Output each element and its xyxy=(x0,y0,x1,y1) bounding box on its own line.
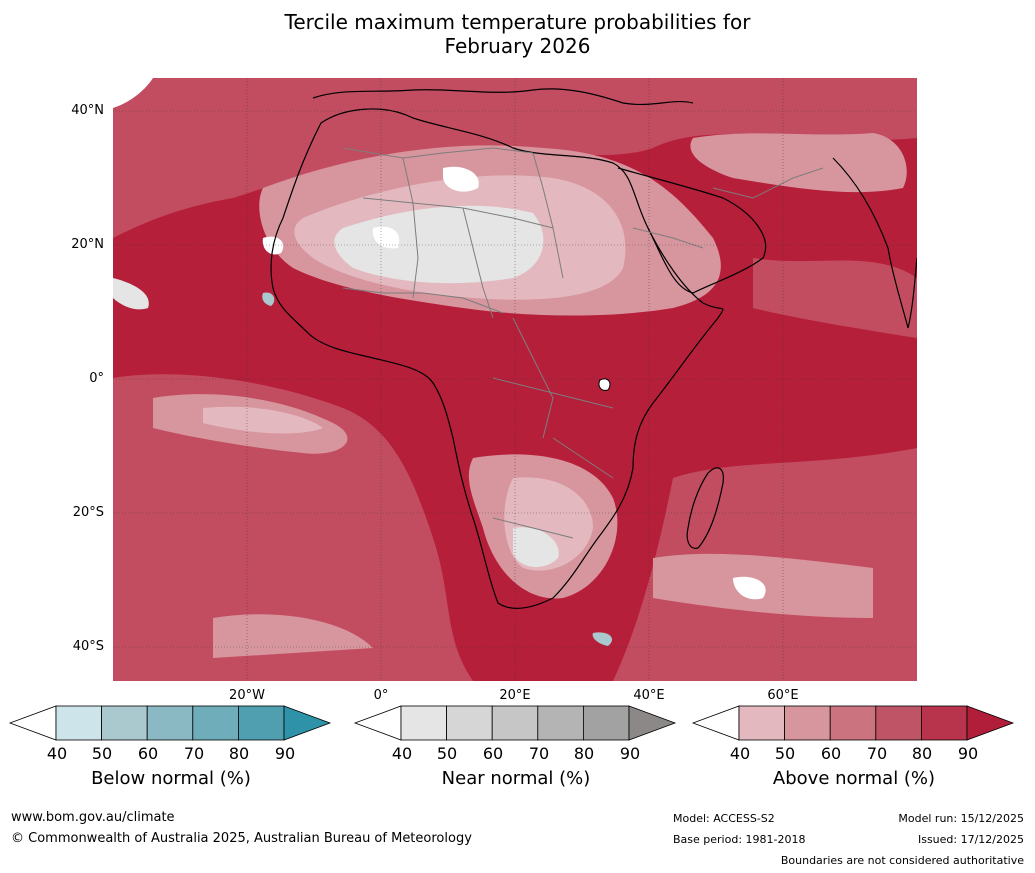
near-tick: 60 xyxy=(482,744,504,763)
colorbar-near-normal-graphic xyxy=(353,705,677,741)
colorbar-segment xyxy=(829,705,877,741)
above-tick: 50 xyxy=(774,744,796,763)
above-tick: 90 xyxy=(957,744,979,763)
issued-info: Issued: 17/12/2025 xyxy=(917,833,1024,846)
colorbar-min-extension xyxy=(353,705,402,741)
near-tick: 90 xyxy=(619,744,641,763)
model-info: Model: ACCESS-S2 xyxy=(673,812,775,825)
europe-coastline xyxy=(312,88,694,106)
lat-label-20s: 20°S xyxy=(72,505,104,520)
base-period-info: Base period: 1981-2018 xyxy=(673,833,806,846)
colorbar-max-extension xyxy=(628,705,677,741)
map-title-line1: Tercile maximum temperature probabilitie… xyxy=(284,10,751,34)
colorbar-segment xyxy=(738,705,785,741)
colorbar-min-extension xyxy=(691,705,740,741)
colorbar-segment xyxy=(537,705,584,741)
colorbar-segment xyxy=(101,705,148,741)
colorbar-above-normal-graphic xyxy=(691,705,1015,741)
country-borders xyxy=(342,147,824,539)
colorbar-segment xyxy=(55,705,102,741)
madagascar-coastline xyxy=(686,467,724,549)
above-tick: 80 xyxy=(911,744,933,763)
lat-label-40s: 40°S xyxy=(72,639,104,654)
colorbar-segment xyxy=(146,705,194,741)
near-tick: 40 xyxy=(391,744,413,763)
colorbar-min-extension xyxy=(8,705,57,741)
map-title-line2: February 2026 xyxy=(444,34,591,58)
colorbar-below-normal xyxy=(8,705,332,741)
map-canvas xyxy=(113,78,917,681)
arabia-coastline xyxy=(617,167,767,294)
above-normal-label: Above normal (%) xyxy=(772,768,936,789)
near-tick: 70 xyxy=(528,744,550,763)
colorbar-segment xyxy=(875,705,922,741)
lat-label-equator: 0° xyxy=(89,371,104,386)
colorbar-segment xyxy=(920,705,968,741)
near-tick: 50 xyxy=(436,744,458,763)
below-normal-label: Below normal (%) xyxy=(91,768,251,789)
model-run-info: Model run: 15/12/2025 xyxy=(898,812,1024,825)
near-white-patches xyxy=(113,78,766,600)
lon-label-0: 0° xyxy=(373,688,389,703)
near-normal-label: Near normal (%) xyxy=(441,768,591,789)
colorbar-segment xyxy=(400,705,447,741)
above-tick: 40 xyxy=(729,744,751,763)
near-tick: 80 xyxy=(573,744,595,763)
below-tick: 90 xyxy=(274,744,296,763)
colorbar-max-extension xyxy=(966,705,1015,741)
website-link[interactable]: www.bom.gov.au/climate xyxy=(11,810,175,825)
india-coastline xyxy=(832,157,917,329)
near-normal-shading xyxy=(113,205,559,568)
lon-label-20e: 20°E xyxy=(499,688,531,703)
colorbar-segment xyxy=(192,705,239,741)
below-tick: 80 xyxy=(228,744,250,763)
lat-label-20n: 20°N xyxy=(71,237,104,252)
lon-label-40e: 40°E xyxy=(633,688,665,703)
below-normal-patches xyxy=(262,292,613,646)
below-tick: 40 xyxy=(46,744,68,763)
colorbar-above-normal xyxy=(691,705,1015,741)
colorbar-below-normal-graphic xyxy=(8,705,332,741)
lakes xyxy=(598,378,611,391)
colorbar-near-normal xyxy=(353,705,677,741)
above-tick: 60 xyxy=(820,744,842,763)
above-tick: 70 xyxy=(866,744,888,763)
probability-map[interactable] xyxy=(113,78,917,681)
copyright-text: © Commonwealth of Australia 2025, Austra… xyxy=(11,831,472,846)
disclaimer-text: Boundaries are not considered authoritat… xyxy=(780,854,1024,867)
colorbar-segment xyxy=(491,705,539,741)
lat-label-40n: 40°N xyxy=(71,103,104,118)
colorbar-max-extension xyxy=(283,705,332,741)
colorbar-segment xyxy=(582,705,630,741)
colorbar-segment xyxy=(784,705,831,741)
below-tick: 50 xyxy=(91,744,113,763)
below-tick: 70 xyxy=(183,744,205,763)
africa-coastline xyxy=(270,108,724,610)
map-gridlines xyxy=(113,78,917,681)
lon-label-20w: 20°W xyxy=(229,688,265,703)
lon-label-60e: 60°E xyxy=(767,688,799,703)
below-tick: 60 xyxy=(137,744,159,763)
colorbar-segment xyxy=(237,705,285,741)
colorbar-segment xyxy=(446,705,493,741)
